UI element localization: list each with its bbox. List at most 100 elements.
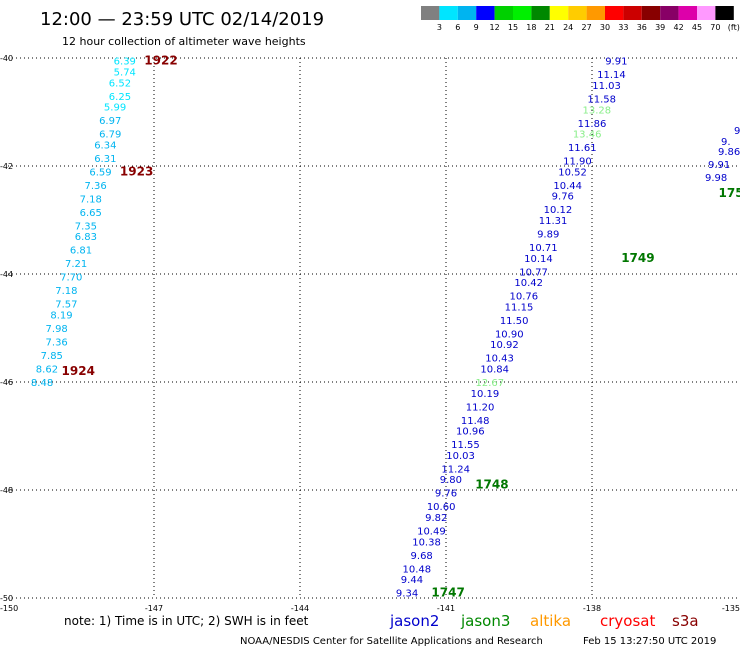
lon-tick-label: -135 — [722, 604, 740, 613]
swh-value: 10.03 — [446, 451, 475, 462]
pass-time: 1747 — [431, 586, 464, 600]
swh-value: 10.44 — [553, 181, 582, 192]
swh-value: 10.14 — [524, 254, 553, 265]
swh-value: 10.43 — [485, 354, 514, 365]
lat-tick-label: -40 — [0, 54, 13, 63]
swh-value: 6.31 — [94, 154, 116, 165]
legend-label: 30 — [600, 23, 610, 32]
swh-value: 7.35 — [75, 221, 97, 232]
swh-value: 7.21 — [65, 259, 87, 270]
swh-value: 9.44 — [401, 575, 423, 586]
swh-value: 9.91 — [605, 57, 627, 68]
lat-tick-label: -48 — [0, 486, 13, 495]
swh-value: 9.80 — [440, 475, 462, 486]
legend-label: 21 — [545, 23, 555, 32]
swh-value-clipped: 9 — [734, 126, 740, 137]
swh-value: 7.70 — [60, 273, 82, 284]
satellite-name-jason3: jason3 — [460, 612, 510, 630]
legend-swatch — [494, 6, 513, 20]
swh-value-clipped: 9.86 — [718, 147, 740, 158]
swh-value: 8.48 — [31, 378, 53, 389]
swh-value-clipped: 9. — [721, 137, 731, 148]
swh-value: 11.20 — [466, 402, 495, 413]
legend-swatch — [641, 6, 661, 20]
swh-value: 10.90 — [495, 329, 524, 340]
swh-value-clipped: 9.98 — [705, 173, 727, 184]
swh-value: 11.15 — [505, 302, 534, 313]
units-note: note: 1) Time is in UTC; 2) SWH is in fe… — [64, 614, 309, 628]
swh-value: 11.24 — [441, 464, 470, 475]
legend-swatch — [660, 6, 679, 20]
legend-swatch — [586, 6, 605, 20]
swh-value: 10.49 — [417, 527, 446, 538]
pass-time: 1923 — [120, 164, 153, 178]
swh-value: 13.28 — [583, 105, 612, 116]
legend-label: 45 — [692, 23, 702, 32]
swh-value: 6.34 — [94, 140, 116, 151]
lat-lon-grid — [8, 57, 738, 599]
swh-value: 6.52 — [109, 78, 131, 89]
pass-time: 175 — [719, 186, 740, 200]
swh-value: 10.92 — [490, 340, 519, 351]
swh-value: 11.90 — [563, 157, 592, 168]
swh-value: 10.52 — [558, 167, 587, 178]
swh-value: 10.38 — [412, 537, 441, 548]
satellite-name-altika: altika — [530, 612, 571, 630]
swh-value: 11.61 — [568, 143, 597, 154]
swh-value: 9.82 — [425, 513, 447, 524]
lon-tick-label: -138 — [583, 604, 601, 613]
credit-agency: NOAA/NESDIS Center for Satellite Applica… — [240, 636, 543, 647]
swh-value: 11.50 — [500, 316, 529, 327]
swh-value: 7.36 — [84, 181, 106, 192]
pass-time: 1924 — [62, 364, 95, 378]
swh-value: 10.96 — [456, 427, 485, 438]
swh-value: 6.79 — [99, 130, 121, 141]
swh-value: 7.85 — [41, 351, 63, 362]
swh-value: 8.62 — [36, 365, 58, 376]
legend-label: 9 — [474, 23, 479, 32]
swh-value: 9.89 — [537, 230, 559, 241]
satellite-legend: jason2 jason3 altika cryosat s3a — [389, 612, 699, 630]
swh-value: 11.58 — [587, 95, 616, 106]
lat-tick-label: -50 — [0, 594, 13, 603]
swh-value: 10.19 — [471, 389, 500, 400]
legend-label: 18 — [526, 23, 536, 32]
legend-label: (ft) — [728, 23, 740, 32]
legend-label: 36 — [637, 23, 647, 32]
legend-swatch — [623, 6, 642, 20]
axis-ticks: -150 -147 -144 -141 -138 -135 -40 -42 -44 -46 -48 -… — [0, 54, 740, 613]
swh-value: 10.42 — [514, 278, 543, 289]
legend-label: 27 — [582, 23, 592, 32]
swh-value: 6.97 — [99, 116, 121, 127]
pass-time: 1748 — [475, 478, 508, 492]
pass-time: 1922 — [144, 54, 177, 68]
swh-value: 10.76 — [510, 292, 539, 303]
swh-value: 10.71 — [529, 243, 558, 254]
legend-label: 39 — [655, 23, 665, 32]
legend-swatch — [421, 6, 440, 20]
lon-tick-label: -147 — [145, 604, 163, 613]
swh-value: 5.99 — [104, 103, 126, 114]
legend-swatch — [439, 6, 458, 20]
swh-value: 7.98 — [46, 324, 68, 335]
lon-tick-label: -150 — [0, 604, 18, 613]
credit-timestamp: Feb 15 13:27:50 UTC 2019 — [583, 636, 716, 647]
swh-value: 10.12 — [544, 205, 573, 216]
swh-value: 10.77 — [519, 267, 548, 278]
swh-value: 6.65 — [80, 208, 102, 219]
swh-value: 8.19 — [50, 311, 72, 322]
swh-value: 10.60 — [427, 502, 456, 513]
legend-swatch — [605, 6, 624, 20]
legend-label: 24 — [563, 23, 573, 32]
edge-values: 9.869.9 9.91 9.98 — [705, 126, 740, 184]
swh-value: 11.55 — [451, 440, 480, 451]
swh-value: 6.83 — [75, 232, 97, 243]
swh-value: 13.46 — [573, 130, 602, 141]
swh-value: 6.39 — [114, 57, 136, 68]
swh-value: 11.48 — [461, 416, 490, 427]
swh-value: 11.03 — [592, 81, 621, 92]
swh-value: 9.76 — [435, 489, 457, 500]
legend-swatch — [531, 6, 550, 20]
satellite-name-cryosat: cryosat — [600, 612, 655, 630]
